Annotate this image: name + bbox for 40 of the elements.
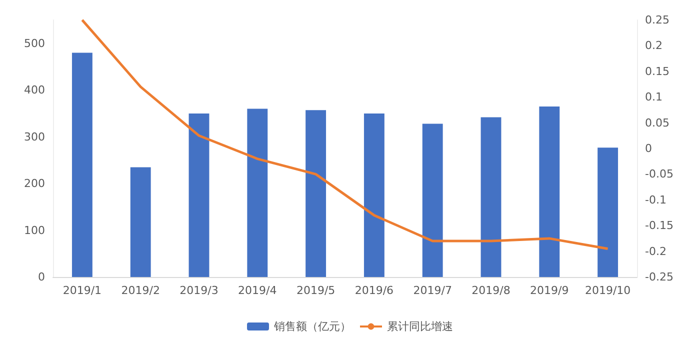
y-tick-label: 100 [24,224,45,237]
y-tick-label: 0 [38,270,45,284]
x-tick-label: 2019/7 [413,284,452,297]
bar [130,167,151,277]
y2-tick-label: 0.05 [645,116,670,130]
bar [539,106,560,277]
x-tick-label: 2019/8 [472,284,510,297]
bar [306,110,326,277]
y2-tick-label: 0.25 [645,14,670,26]
bar [247,108,268,277]
y-tick-label: 300 [24,130,45,144]
y2-tick-label: 0.15 [645,64,670,78]
y2-tick-label: -0.1 [645,193,666,206]
y-tick-label: 500 [24,36,45,50]
y2-tick-label: 0.2 [645,39,662,52]
y-tick-label: 400 [24,84,45,97]
legend-label: 累计同比增速 [387,320,453,333]
bar [598,148,618,277]
y2-tick-label: -0.15 [645,219,674,232]
x-tick-label: 2019/9 [530,284,569,297]
x-tick-label: 2019/6 [354,284,394,297]
x-tick-label: 2019/2 [121,284,160,297]
y-tick-label: 200 [24,177,45,190]
y2-tick-label: 0.1 [645,90,662,104]
legend-label: 销售额（亿元） [273,320,351,333]
x-tick-label: 2019/5 [296,284,336,297]
x-tick-label: 2019/1 [62,284,102,297]
bar [72,52,92,277]
x-tick-label: 2019/4 [238,284,277,297]
x-tick-label: 2019/10 [584,284,631,297]
bar [364,113,384,277]
y2-tick-label: 0 [645,142,652,155]
y2-tick-label: -0.2 [645,244,666,258]
y2-tick-label: -0.25 [645,270,674,284]
line-series [80,18,610,250]
bar [480,117,502,277]
y2-tick-label: -0.05 [645,168,674,181]
x-tick-label: 2019/3 [180,284,218,297]
bar [422,124,443,277]
bar [188,113,210,277]
